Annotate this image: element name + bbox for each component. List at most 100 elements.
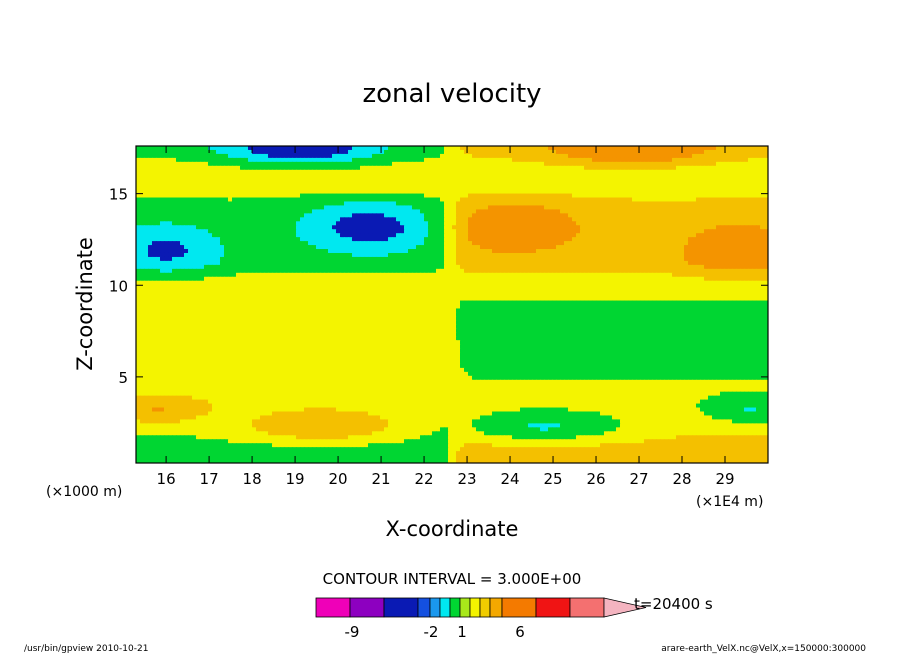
contour-cell — [152, 169, 157, 175]
contour-cell — [412, 153, 417, 159]
contour-cell — [652, 225, 657, 230]
contour-cell — [408, 237, 413, 242]
contour-cell — [164, 209, 169, 214]
contour-cell — [248, 252, 253, 258]
contour-cell — [388, 201, 393, 207]
contour-cell — [744, 149, 749, 155]
contour-cell — [592, 213, 597, 218]
contour-cell — [752, 153, 757, 159]
contour-cell — [752, 256, 757, 262]
contour-cell — [704, 245, 709, 250]
contour-cell — [524, 173, 529, 179]
contour-cell — [684, 252, 689, 258]
contour-cell — [724, 189, 729, 195]
contour-cell — [552, 146, 557, 151]
contour-cell — [368, 205, 373, 210]
contour-cell — [316, 229, 321, 234]
contour-cell — [528, 161, 533, 167]
contour-cell — [404, 221, 409, 226]
contour-cell — [484, 241, 489, 246]
contour-cell — [428, 225, 433, 230]
contour-cell — [384, 169, 389, 175]
contour-cell — [244, 193, 249, 199]
contour-cell — [432, 264, 437, 270]
contour-cell — [676, 149, 681, 155]
contour-cell — [220, 217, 225, 222]
contour-cell — [212, 209, 217, 214]
contour-cell — [448, 237, 453, 242]
contour-cell — [704, 157, 709, 163]
contour-cell — [432, 173, 437, 179]
contour-cell — [304, 221, 309, 226]
contour-cell — [632, 189, 637, 195]
contour-cell — [216, 149, 221, 155]
contour-cell — [580, 213, 585, 218]
contour-cell — [228, 252, 233, 258]
contour-cell — [592, 260, 597, 266]
contour-cell — [688, 149, 693, 155]
contour-cell — [688, 205, 693, 210]
contour-cell — [264, 161, 269, 167]
contour-cell — [308, 245, 313, 250]
contour-cell — [548, 209, 553, 214]
contour-cell — [320, 213, 325, 218]
contour-cell — [164, 249, 169, 254]
contour-cell — [616, 201, 621, 207]
contour-cell — [644, 173, 649, 179]
contour-cell — [668, 217, 673, 222]
contour-cell — [528, 193, 533, 199]
contour-cell — [432, 229, 437, 234]
contour-cell — [524, 225, 529, 230]
contour-cell — [276, 268, 281, 274]
contour-cell — [324, 177, 329, 183]
contour-cell — [748, 245, 753, 250]
contour-cell — [724, 146, 729, 151]
contour-cell — [352, 201, 357, 207]
contour-cell — [592, 225, 597, 230]
contour-cell — [676, 161, 681, 167]
contour-cell — [720, 153, 725, 159]
contour-cell — [352, 268, 357, 274]
contour-cell — [612, 193, 617, 199]
contour-cell — [596, 256, 601, 262]
contour-cell — [508, 229, 513, 234]
contour-cell — [396, 169, 401, 175]
contour-cell — [348, 264, 353, 270]
contour-cell — [464, 205, 469, 210]
contour-cell — [224, 197, 229, 203]
contour-cell — [328, 173, 333, 179]
contour-cell — [404, 245, 409, 250]
contour-cell — [644, 252, 649, 258]
contour-cell — [388, 245, 393, 250]
contour-cell — [200, 149, 205, 155]
contour-cell — [692, 197, 697, 203]
contour-cell — [524, 185, 529, 191]
contour-cell — [468, 153, 473, 159]
contour-cell — [584, 146, 589, 151]
contour-cell — [216, 249, 221, 254]
contour-cell — [740, 252, 745, 258]
contour-cell — [520, 245, 525, 250]
contour-cell — [672, 264, 677, 270]
contour-cell — [356, 241, 361, 246]
contour-cell — [712, 237, 717, 242]
contour-cell — [232, 217, 237, 222]
contour-cell — [428, 249, 433, 254]
contour-cell — [580, 233, 585, 238]
contour-cell — [208, 201, 213, 207]
contour-cell — [588, 229, 593, 234]
contour-cell — [396, 256, 401, 262]
contour-cell — [384, 201, 389, 207]
contour-cell — [396, 173, 401, 179]
contour-cell — [384, 146, 389, 151]
contour-cell — [612, 157, 617, 163]
contour-cell — [356, 252, 361, 258]
contour-cell — [640, 169, 645, 175]
contour-cell — [264, 256, 269, 262]
contour-cell — [660, 209, 665, 214]
contour-cell — [372, 193, 377, 199]
contour-cell — [516, 185, 521, 191]
contour-cell — [384, 245, 389, 250]
contour-cell — [284, 233, 289, 238]
contour-cell — [300, 189, 305, 195]
